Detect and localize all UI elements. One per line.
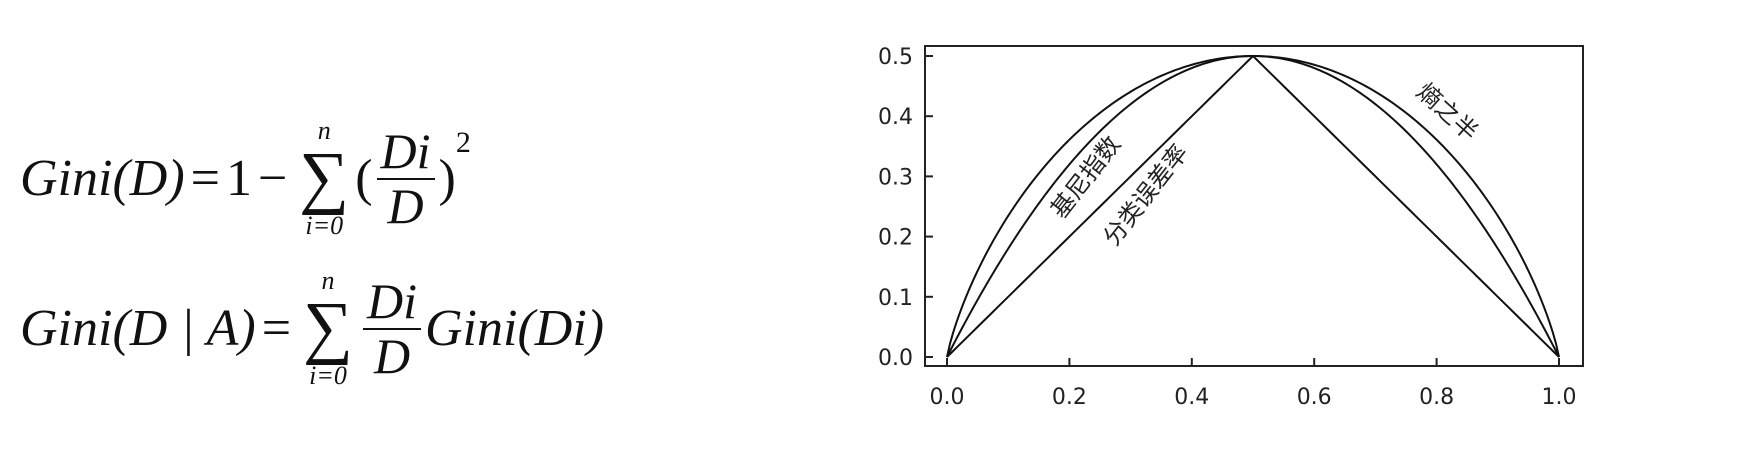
sum-symbol: ∑ bbox=[303, 289, 353, 366]
fraction-numerator: Di bbox=[380, 123, 431, 179]
sum-upper-limit: n bbox=[321, 266, 335, 295]
conditional-gini-formula: Gini(D | A) = n ∑ i=0 Di D Gini(Di) bbox=[20, 268, 604, 389]
x-tick-label: 0.4 bbox=[1174, 385, 1209, 410]
gini-index-curve bbox=[946, 54, 1560, 358]
gini-d-lhs: Gini(D) bbox=[20, 149, 185, 207]
y-tick-label: 0.1 bbox=[878, 286, 913, 311]
equals-sign: = bbox=[261, 299, 292, 357]
gini-formula: Gini(D) = 1 − n ∑ i=0 ( Di D ) 2 bbox=[20, 118, 471, 239]
y-tick-label: 0.4 bbox=[878, 105, 913, 130]
y-tick-label: 0.0 bbox=[878, 346, 913, 371]
sum-symbol: ∑ bbox=[299, 139, 350, 216]
fraction-denominator: D bbox=[387, 177, 424, 234]
y-tick-label: 0.2 bbox=[878, 226, 913, 251]
x-tick-label: 0.0 bbox=[930, 385, 965, 410]
fraction: Di D bbox=[376, 123, 435, 234]
x-tick-label: 1.0 bbox=[1542, 385, 1577, 410]
plot-frame bbox=[924, 45, 1584, 367]
half-entropy-label: 熵之半 bbox=[1411, 78, 1483, 147]
fraction: Di D bbox=[363, 275, 421, 382]
fraction-bar bbox=[363, 327, 421, 330]
equals-sign: = bbox=[190, 149, 220, 207]
summation: n ∑ i=0 bbox=[299, 118, 349, 239]
gini-di-rhs: Gini(Di) bbox=[425, 299, 605, 357]
fraction-bar bbox=[376, 177, 435, 180]
gini-d-a-lhs: Gini(D | A) bbox=[20, 299, 256, 357]
x-tick-label: 0.6 bbox=[1297, 385, 1332, 410]
misclassification-error-curve bbox=[946, 54, 1560, 358]
x-tick-label: 0.8 bbox=[1419, 385, 1454, 410]
exponent: 2 bbox=[455, 126, 471, 159]
y-tick-label: 0.3 bbox=[878, 165, 913, 190]
fraction-numerator: Di bbox=[367, 273, 417, 329]
summation: n ∑ i=0 bbox=[303, 268, 353, 389]
sum-lower-limit: i=0 bbox=[309, 361, 347, 390]
close-paren: ) bbox=[438, 149, 456, 207]
sum-upper-limit: n bbox=[317, 116, 331, 145]
one-constant: 1 bbox=[225, 149, 252, 207]
fraction-denominator: D bbox=[373, 327, 411, 384]
half-entropy-curve bbox=[946, 54, 1560, 358]
open-paren: ( bbox=[355, 149, 373, 207]
sum-lower-limit: i=0 bbox=[305, 211, 344, 240]
minus-sign: − bbox=[257, 149, 288, 207]
y-tick-label: 0.5 bbox=[878, 45, 913, 70]
x-tick-label: 0.2 bbox=[1052, 385, 1087, 410]
